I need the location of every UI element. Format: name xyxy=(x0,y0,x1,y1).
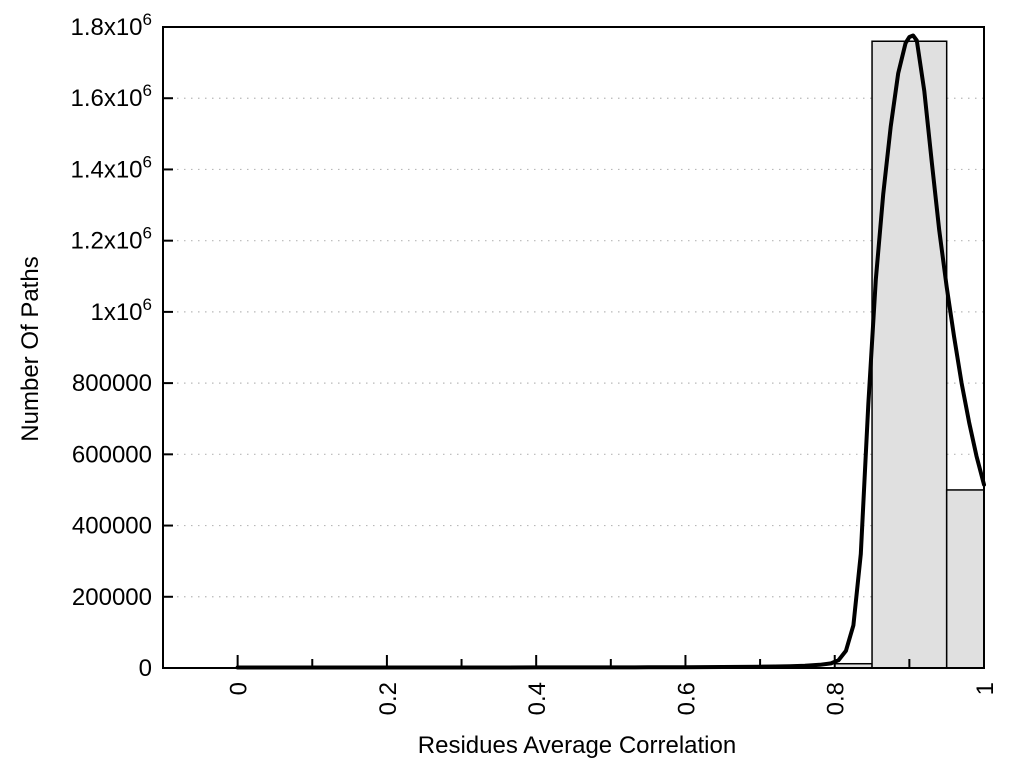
y-tick-label: 0 xyxy=(139,655,152,682)
y-tick-label: 800000 xyxy=(72,370,152,397)
x-axis-title: Residues Average Correlation xyxy=(417,732,737,759)
y-tick-label: 1.4x106 xyxy=(70,152,152,183)
y-tick-label: 200000 xyxy=(72,584,152,611)
x-tick-label: 0.2 xyxy=(375,682,402,715)
y-tick-label: 400000 xyxy=(72,513,152,540)
x-tick-label: 0.4 xyxy=(524,682,551,715)
histogram-bar xyxy=(871,40,948,669)
x-tick-label: 0.6 xyxy=(673,682,700,715)
y-axis-title: Number Of Paths xyxy=(17,256,44,442)
y-tick-label: 1x106 xyxy=(90,295,152,326)
histogram-bar xyxy=(945,489,985,669)
x-tick-label: 1 xyxy=(972,682,999,695)
y-tick-label: 600000 xyxy=(72,441,152,468)
x-tick-label: 0.8 xyxy=(823,682,850,715)
plot-border xyxy=(162,26,985,669)
y-tick-label: 1.8x106 xyxy=(70,10,152,41)
x-tick-label: 0 xyxy=(226,682,253,695)
y-tick-label: 1.2x106 xyxy=(70,224,152,255)
y-tick-label: 1.6x106 xyxy=(70,81,152,112)
